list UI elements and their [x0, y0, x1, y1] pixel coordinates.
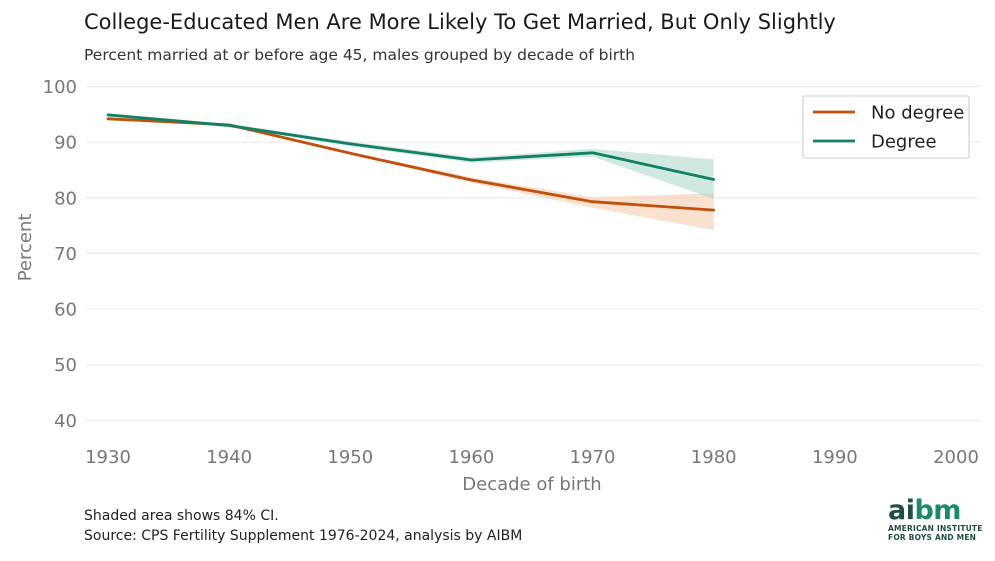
confidence-bands [108, 113, 714, 231]
x-tick-label-1950: 1950 [327, 447, 373, 468]
aibm-logo-mark: aibm [888, 495, 988, 526]
y-axis-ticks: 40 50 60 70 80 90 100 [43, 77, 77, 432]
ci-footnote: Shaded area shows 84% CI. [84, 508, 279, 524]
y-tick-label-100: 100 [43, 77, 77, 98]
y-tick-label-90: 90 [54, 133, 77, 154]
ci-band-no-degree [108, 117, 714, 231]
logo-line-2: FOR BOYS AND MEN [888, 533, 977, 542]
x-axis-ticks: 1930 1940 1950 1960 1970 1980 1990 2000 [85, 447, 979, 468]
series-line-degree [106, 113, 716, 181]
x-axis-title: Decade of birth [462, 474, 601, 495]
x-tick-label-1980: 1980 [691, 447, 737, 468]
legend-label-no-degree: No degree [871, 103, 964, 124]
y-axis-title: Percent [15, 214, 36, 282]
x-tick-label-1940: 1940 [206, 447, 252, 468]
y-tick-label-80: 80 [54, 188, 77, 209]
y-tick-label-40: 40 [54, 411, 77, 432]
aibm-logo: aibm AMERICAN INSTITUTE FOR BOYS AND MEN [888, 495, 988, 542]
y-tick-label-60: 60 [54, 300, 77, 321]
series-lines [106, 113, 716, 212]
logo-mark-prefix: ai [888, 495, 915, 526]
grid-lines [86, 85, 980, 421]
legend-label-degree: Degree [871, 132, 937, 153]
logo-line-1: AMERICAN INSTITUTE [888, 524, 983, 533]
line-chart: 40 50 60 70 80 90 100 1930 1940 1950 1960 1970 1980… [15, 77, 980, 495]
chart-subtitle: Percent married at or before age 45, mal… [84, 46, 636, 64]
ci-band-degree [108, 113, 714, 199]
x-tick-label-1970: 1970 [570, 447, 616, 468]
source-note: Source: CPS Fertility Supplement 1976-20… [84, 528, 523, 544]
x-tick-label-1990: 1990 [812, 447, 858, 468]
logo-mark-suffix: bm [914, 495, 961, 526]
chart-title: College-Educated Men Are More Likely To … [84, 10, 836, 34]
x-tick-label-1960: 1960 [449, 447, 495, 468]
legend: No degree Degree [802, 95, 970, 159]
y-tick-label-70: 70 [54, 244, 77, 265]
x-tick-label-1930: 1930 [85, 447, 131, 468]
y-tick-label-50: 50 [54, 355, 77, 376]
x-tick-label-2000: 2000 [933, 447, 979, 468]
